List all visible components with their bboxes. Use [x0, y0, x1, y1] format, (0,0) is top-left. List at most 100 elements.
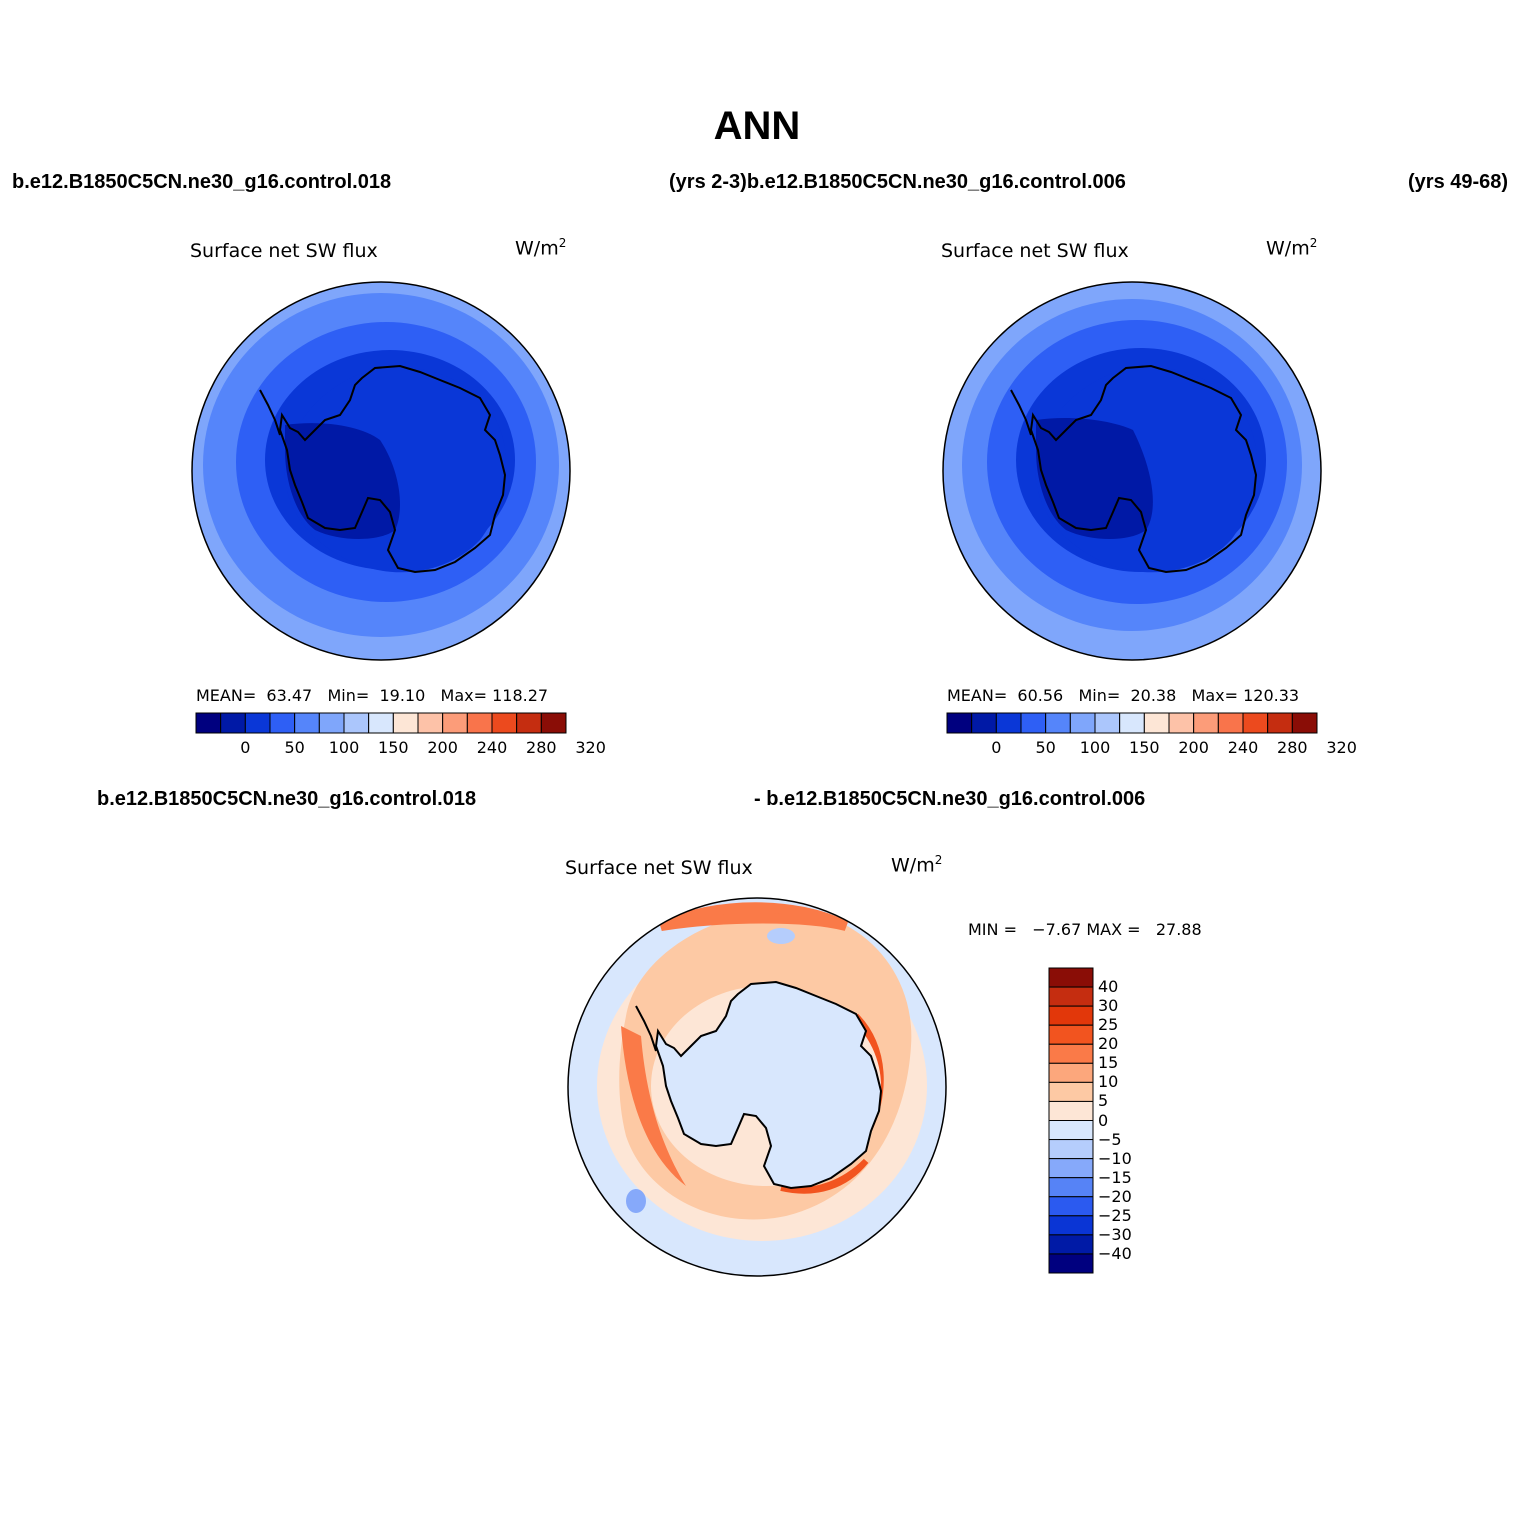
colorbar-swatch	[343, 712, 370, 734]
colorbar-tick-label: 5	[1098, 1091, 1109, 1111]
colorbar-tick-label: 0	[1098, 1110, 1109, 1130]
colorbar-tick-label: 280	[1277, 738, 1308, 757]
case1-years: (yrs 2-3)b.e12.B1850C5CN.ne30_g16.contro…	[669, 171, 1126, 193]
colorbar-swatch	[1048, 1215, 1094, 1236]
colorbar-tick-label: 50	[284, 738, 305, 757]
diff-minmax: MIN = −7.67 MAX = 27.88	[968, 920, 1202, 939]
colorbar-swatch	[1193, 712, 1219, 734]
colorbar-tick-label: 50	[1035, 738, 1056, 757]
case1-label: b.e12.B1850C5CN.ne30_g16.control.018	[12, 171, 392, 193]
panel1-map	[191, 281, 571, 661]
colorbar-swatch	[1048, 1100, 1094, 1121]
colorbar-swatch	[269, 712, 296, 734]
diff-label-right: - b.e12.B1850C5CN.ne30_g16.control.006	[754, 788, 1146, 810]
diff-title: Surface net SW flux	[565, 857, 753, 879]
colorbar-tick-label: −20	[1098, 1186, 1132, 1206]
colorbar-tick-label: −5	[1098, 1129, 1122, 1149]
colorbar-tick-label: 150	[1129, 738, 1160, 757]
colorbar-tick-label: −10	[1098, 1148, 1132, 1168]
colorbar-swatch	[1267, 712, 1293, 734]
colorbar-tick-label: 20	[1098, 1034, 1119, 1054]
panel1-units: W/m2	[515, 236, 567, 260]
panel2-map	[942, 281, 1322, 661]
colorbar-swatch	[1048, 967, 1094, 988]
colorbar-tick-label: 25	[1098, 1015, 1119, 1035]
colorbar-swatch	[1048, 1043, 1094, 1064]
colorbar-swatch	[971, 712, 997, 734]
colorbar-tick-label: 15	[1098, 1053, 1119, 1073]
diff-map	[567, 897, 947, 1277]
antarctica-outline	[654, 980, 883, 1190]
colorbar-tick-label: 0	[991, 738, 1002, 757]
diff-colorbar	[1048, 967, 1094, 1274]
panel2-units: W/m2	[1266, 236, 1318, 260]
colorbar-swatch	[1048, 1234, 1094, 1255]
colorbar-swatch	[995, 712, 1022, 734]
colorbar-swatch	[442, 712, 468, 734]
colorbar-tick-label: −15	[1098, 1167, 1132, 1187]
main-title: ANN	[713, 104, 801, 148]
colorbar-swatch	[1048, 1196, 1094, 1217]
colorbar-swatch	[417, 712, 444, 734]
colorbar-swatch	[1048, 1062, 1094, 1083]
colorbar-tick-label: 320	[1326, 738, 1357, 757]
colorbar-swatch	[516, 712, 542, 734]
panel1-colorbar-ticks: 0 50 100 150 200 240 280 320	[196, 738, 606, 760]
colorbar-swatch	[244, 712, 271, 734]
panel2-colorbar	[946, 712, 1318, 734]
colorbar-swatch	[1045, 712, 1071, 734]
colorbar-swatch	[1020, 712, 1047, 734]
colorbar-tick-label: −30	[1098, 1224, 1132, 1244]
colorbar-swatch	[540, 712, 567, 734]
colorbar-swatch	[1217, 712, 1244, 734]
antarctica-outline	[1029, 364, 1258, 574]
colorbar-tick-label: 10	[1098, 1072, 1119, 1092]
case2-years: (yrs 49-68)	[1408, 171, 1509, 193]
colorbar-swatch	[195, 712, 222, 734]
colorbar-swatch	[1048, 986, 1094, 1007]
colorbar-tick-label: 100	[1079, 738, 1111, 757]
diff-units: W/m2	[891, 853, 943, 877]
colorbar-tick-label: −25	[1098, 1205, 1132, 1225]
colorbar-swatch	[392, 712, 419, 734]
colorbar-swatch	[1119, 712, 1145, 734]
colorbar-swatch	[1048, 1253, 1094, 1274]
colorbar-swatch	[1048, 1120, 1094, 1141]
colorbar-tick-label: 150	[378, 738, 409, 757]
colorbar-tick-label: 0	[240, 738, 251, 757]
panel2-title: Surface net SW flux	[941, 240, 1129, 262]
colorbar-tick-label: 200	[427, 738, 458, 757]
case2-label: b.e12.B1850C5CN.ne30_g16.control.006	[746, 171, 1126, 193]
panel1-stats: MEAN= 63.47 Min= 19.10 Max= 118.27	[196, 686, 549, 705]
colorbar-swatch	[1242, 712, 1269, 734]
colorbar-tick-label: 320	[575, 738, 606, 757]
panel2-stats: MEAN= 60.56 Min= 20.38 Max= 120.33	[947, 686, 1300, 705]
colorbar-swatch	[1048, 1081, 1094, 1102]
colorbar-swatch	[1048, 1158, 1094, 1179]
colorbar-tick-label: 40	[1098, 977, 1119, 997]
colorbar-swatch	[220, 712, 246, 734]
colorbar-swatch	[1143, 712, 1170, 734]
colorbar-swatch	[318, 712, 345, 734]
panel1-colorbar	[195, 712, 567, 734]
colorbar-tick-label: 100	[328, 738, 360, 757]
antarctica-outline	[278, 364, 507, 574]
colorbar-swatch	[1094, 712, 1121, 734]
colorbar-swatch	[294, 712, 320, 734]
colorbar-tick-label: 240	[1227, 738, 1259, 757]
colorbar-tick-label: 30	[1098, 996, 1119, 1016]
colorbar-swatch	[466, 712, 493, 734]
colorbar-swatch	[1048, 1024, 1094, 1045]
colorbar-tick-label: 240	[476, 738, 508, 757]
colorbar-swatch	[1291, 712, 1318, 734]
colorbar-swatch	[1048, 1139, 1094, 1160]
colorbar-tick-label: −40	[1098, 1243, 1132, 1263]
colorbar-swatch	[1069, 712, 1096, 734]
colorbar-swatch	[491, 712, 518, 734]
panel2-colorbar-ticks: 0 50 100 150 200 240 280 320	[947, 738, 1357, 760]
panel1-title: Surface net SW flux	[190, 240, 378, 262]
colorbar-tick-label: 280	[526, 738, 557, 757]
diff-label-left: b.e12.B1850C5CN.ne30_g16.control.018	[97, 788, 477, 810]
colorbar-swatch	[946, 712, 973, 734]
colorbar-swatch	[1048, 1005, 1094, 1026]
